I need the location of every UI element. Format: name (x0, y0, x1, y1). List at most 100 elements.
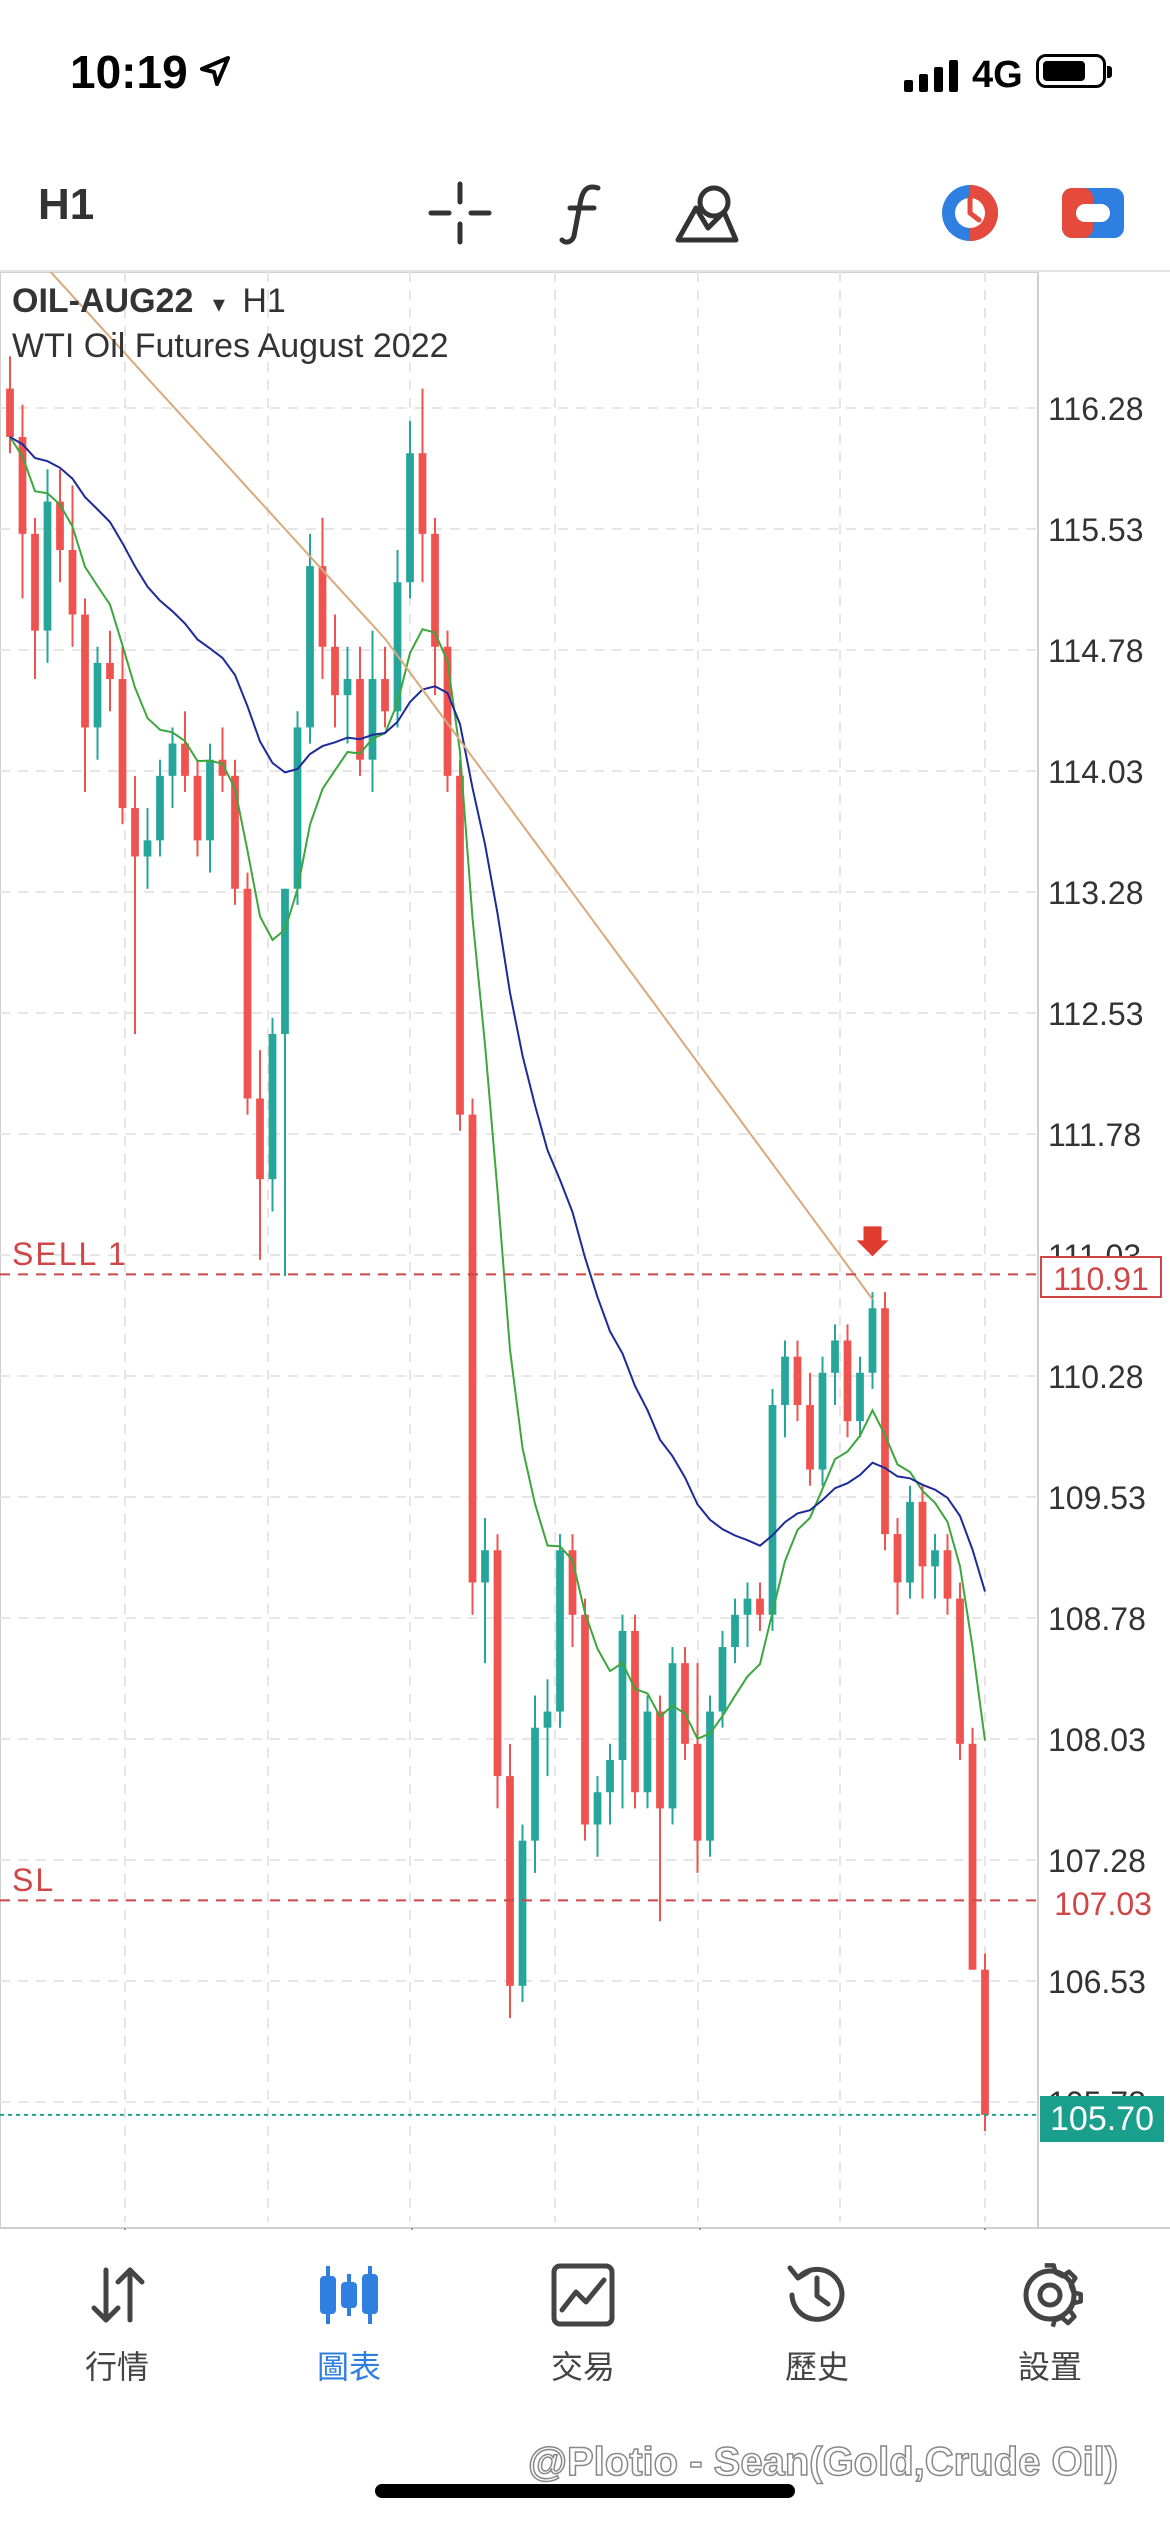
battery-icon (1036, 54, 1112, 88)
candle-body (31, 533, 39, 631)
ma-mid-line (9, 436, 986, 1592)
candle-body (381, 679, 389, 712)
layout-toggle-icon[interactable] (1058, 178, 1128, 248)
candle-body (468, 1114, 477, 1583)
nav-label-chart: 圖表 (316, 2349, 381, 2385)
price-tick-label: 111.78 (1048, 1117, 1141, 1153)
candle-body (443, 646, 452, 776)
candle-body (168, 743, 177, 776)
home-indicator[interactable] (375, 2484, 795, 2498)
nav-history[interactable]: 歷史 (742, 2260, 892, 2388)
candle-body (743, 1598, 752, 1615)
candle-body (756, 1598, 764, 1615)
candle-body (256, 1098, 264, 1180)
candle-body (818, 1372, 827, 1470)
candle-body (856, 1372, 864, 1422)
price-tick-label: 110.28 (1048, 1359, 1144, 1395)
candle-body (581, 1614, 589, 1825)
watermark-text: @Plotio - Sean(Gold,Crude Oil) (527, 2439, 1119, 2485)
candle-body (481, 1550, 489, 1583)
candle-body (368, 679, 377, 760)
candle-body (843, 1340, 852, 1422)
candle-body (81, 614, 89, 728)
price-tick-label: 106.53 (1048, 1964, 1146, 2000)
candle-body (631, 1630, 639, 1793)
bottom-navigation: 行情 圖表 交易 歷史 (0, 2240, 1170, 2500)
candle-body (593, 1792, 602, 1825)
candle-body (731, 1614, 739, 1648)
candle-body (718, 1647, 727, 1712)
price-chart[interactable]: 116.28 115.53 114.78 114.03 113.28 112.53 111.… (0, 272, 1170, 2230)
candle-body (131, 808, 139, 857)
candle-body (518, 1840, 527, 1986)
candle-body (956, 1598, 964, 1744)
candle-body (431, 533, 439, 647)
candle-body (918, 1501, 927, 1567)
candle-body (418, 453, 427, 534)
symbol-label[interactable]: OIL-AUG22 (12, 282, 194, 320)
trade-chart-icon (551, 2263, 615, 2327)
candle-body (531, 1727, 539, 1841)
location-arrow-icon (200, 56, 230, 86)
sl-line-label[interactable]: SL (12, 1862, 56, 1898)
candle-body (293, 727, 302, 889)
candle-body (506, 1776, 514, 1986)
chart-info-header: OIL-AUG22 ▾ H1 WTI Oil Futures August 20… (12, 282, 449, 366)
nav-label-history: 歷史 (784, 2349, 849, 2385)
symbol-description: WTI Oil Futures August 2022 (12, 327, 449, 365)
candle-body (793, 1356, 802, 1406)
price-tick-label: 116.28 (1048, 391, 1144, 427)
candle-body (868, 1308, 877, 1373)
candle-body (543, 1711, 552, 1728)
signal-strength-icon (904, 58, 958, 92)
ma-slow-line (49, 272, 874, 1300)
price-tick-label: 108.03 (1048, 1722, 1146, 1758)
candle-body (118, 679, 127, 809)
candle-body (356, 679, 364, 760)
symbol-caret-icon[interactable]: ▾ (212, 291, 225, 318)
drawing-tools-icon[interactable] (672, 178, 742, 248)
nav-label-quotes: 行情 (84, 2349, 149, 2385)
quotes-arrows-icon (91, 2267, 145, 2323)
current-price-tag: 105.70 (1040, 2096, 1164, 2142)
nav-label-trade: 交易 (550, 2349, 615, 2385)
function-icon[interactable] (548, 178, 618, 248)
candle-body (193, 775, 202, 841)
ma-fast-line (9, 436, 986, 1741)
candle-body (968, 1743, 977, 1970)
nav-quotes[interactable]: 行情 (42, 2260, 192, 2388)
candle-body (393, 582, 402, 712)
history-clock-icon (787, 2265, 845, 2322)
candle-body (618, 1630, 627, 1760)
crosshair-icon[interactable] (425, 178, 495, 248)
candle-body (56, 501, 64, 550)
sell-price-tag: 110.91 (1040, 1256, 1162, 1298)
theme-toggle-icon[interactable] (935, 178, 1005, 248)
candle-body (893, 1534, 902, 1583)
candle-body (681, 1663, 689, 1744)
candle-body (243, 888, 252, 1099)
settings-gear-icon (1023, 2263, 1083, 2328)
candle-body (6, 388, 14, 438)
network-type: 4G (972, 54, 1023, 96)
nav-label-settings: 設置 (1017, 2349, 1082, 2385)
chart-timeframe: H1 (242, 282, 286, 320)
nav-settings[interactable]: 設置 (975, 2260, 1125, 2388)
candle-body (456, 775, 464, 1115)
sell-line-label[interactable]: SELL 1 (12, 1236, 128, 1272)
price-tick-label: 113.28 (1048, 875, 1144, 911)
candle-body (268, 1033, 277, 1180)
candle-body (181, 743, 189, 776)
chart-candles-icon (320, 2266, 378, 2324)
candle-body (406, 453, 414, 583)
candle-body (781, 1356, 789, 1406)
price-tick-label: 114.03 (1048, 754, 1144, 790)
candle-body (981, 1969, 989, 2115)
candle-body (206, 759, 214, 841)
nav-chart[interactable]: 圖表 (274, 2260, 424, 2388)
candle-body (43, 501, 52, 631)
timeframe-button[interactable]: H1 (38, 180, 95, 229)
candle-body (806, 1405, 814, 1470)
nav-trade[interactable]: 交易 (508, 2260, 658, 2388)
candle-body (768, 1405, 777, 1615)
